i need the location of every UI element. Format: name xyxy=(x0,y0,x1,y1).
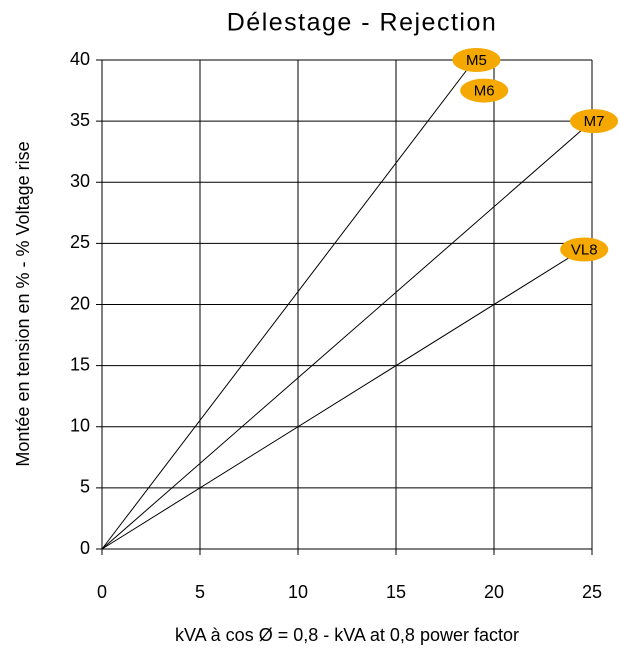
y-tick-label: 25 xyxy=(70,232,90,252)
y-tick-label: 5 xyxy=(80,477,90,497)
y-tick-label: 30 xyxy=(70,171,90,191)
series-label-badge xyxy=(570,109,618,134)
series-label-badge xyxy=(560,237,609,262)
series-line xyxy=(101,59,475,550)
x-tick-label: 15 xyxy=(386,582,406,602)
x-tick-label: 20 xyxy=(484,582,504,602)
series-line xyxy=(101,249,583,550)
y-tick-label: 20 xyxy=(70,293,90,313)
x-tick-label: 25 xyxy=(582,582,602,602)
y-tick-label: 15 xyxy=(70,354,90,374)
series-label-badge xyxy=(460,78,509,103)
series-label-badge xyxy=(452,48,501,72)
x-tick-label: 10 xyxy=(288,582,308,602)
y-tick-label: 10 xyxy=(70,416,90,436)
y-tick-label: 35 xyxy=(70,110,90,130)
y-axis-label: Montée en tension en % - % Voltage rise xyxy=(13,141,33,466)
x-axis-label: kVA à cos Ø = 0,8 - kVA at 0,8 power fac… xyxy=(175,625,519,645)
series-line xyxy=(101,120,593,550)
series-label: VL8 xyxy=(571,241,598,258)
series-label: M5 xyxy=(466,52,487,69)
y-tick-label: 0 xyxy=(80,538,90,558)
series-label: M6 xyxy=(474,83,495,100)
series-label: M7 xyxy=(584,113,605,130)
y-tick-label: 40 xyxy=(70,49,90,69)
x-tick-label: 0 xyxy=(97,582,107,602)
x-tick-label: 5 xyxy=(195,582,205,602)
chart-title: Délestage - Rejection xyxy=(227,9,498,37)
